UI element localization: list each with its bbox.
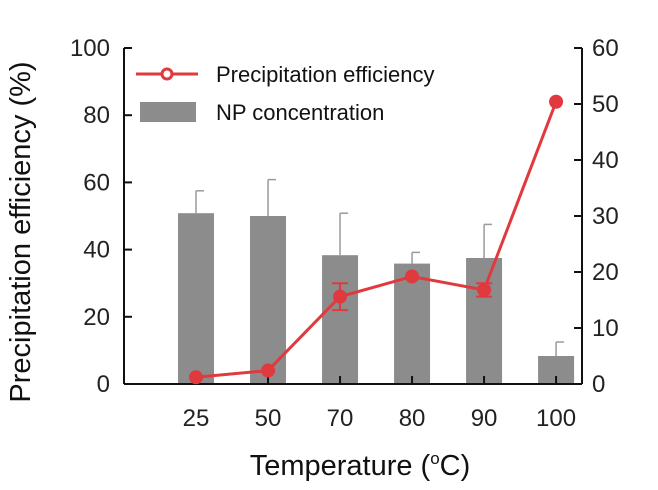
x-axis-title: Temperature (oC) — [250, 449, 471, 482]
x-tick-label-50: 50 — [255, 405, 282, 432]
y-left-tick-label: 80 — [83, 102, 110, 129]
x-axis-unit-prefix: ( — [421, 450, 431, 482]
tick-labels: 0 20 40 60 80 100 0 10 20 30 40 50 60 25 50 70 80 90 100 — [70, 35, 619, 432]
line-point-80 — [405, 269, 420, 284]
x-tick-label-100: 100 — [536, 405, 576, 432]
x-tick-label-90: 90 — [471, 405, 498, 432]
bar-series — [178, 213, 575, 384]
line-point-50 — [261, 363, 276, 378]
line-series — [189, 94, 564, 385]
y-right-tick-label: 50 — [592, 91, 619, 118]
x-axis-unit-suffix: C) — [440, 450, 471, 482]
line-point-90 — [477, 282, 492, 297]
y-right-tick-label: 0 — [592, 371, 605, 398]
line-point-70 — [333, 289, 348, 304]
legend-bar-swatch — [140, 102, 196, 122]
y-right-tick-label: 40 — [592, 147, 619, 174]
x-tick-label-70: 70 — [327, 405, 354, 432]
error-bars — [195, 178, 565, 356]
legend-label-np: NP concentration — [216, 100, 384, 125]
bar-np-80 — [394, 263, 431, 384]
bar-np-25 — [178, 213, 215, 384]
y-left-tick-label: 0 — [97, 371, 110, 398]
line-point-25 — [189, 370, 204, 385]
x-axis-unit-superscript: o — [430, 449, 439, 468]
y-right-tick-label: 20 — [592, 259, 619, 286]
y-axis-left-title: Precipitation efficiency (%) — [5, 61, 37, 402]
bar-np-50 — [250, 216, 287, 384]
x-tick-label-25: 25 — [183, 405, 210, 432]
x-tick-label-80: 80 — [399, 405, 426, 432]
bar-np-90 — [466, 258, 503, 384]
x-axis-title-main: Temperature — [250, 450, 413, 482]
y-left-tick-label: 100 — [70, 35, 110, 62]
bar-np-70 — [322, 255, 359, 384]
line-precipitation-path — [195, 101, 558, 379]
legend-label-precipitation: Precipitation efficiency — [216, 62, 435, 87]
y-left-tick-label: 40 — [83, 237, 110, 264]
y-right-tick-label: 60 — [592, 35, 619, 62]
y-left-tick-label: 20 — [83, 304, 110, 331]
line-point-100 — [549, 94, 564, 109]
y-left-tick-label: 60 — [83, 169, 110, 196]
y-right-tick-label: 10 — [592, 315, 619, 342]
legend: Precipitation efficiency NP concentratio… — [136, 62, 435, 125]
legend-marker-swatch — [160, 67, 174, 81]
y-right-tick-label: 30 — [592, 203, 619, 230]
